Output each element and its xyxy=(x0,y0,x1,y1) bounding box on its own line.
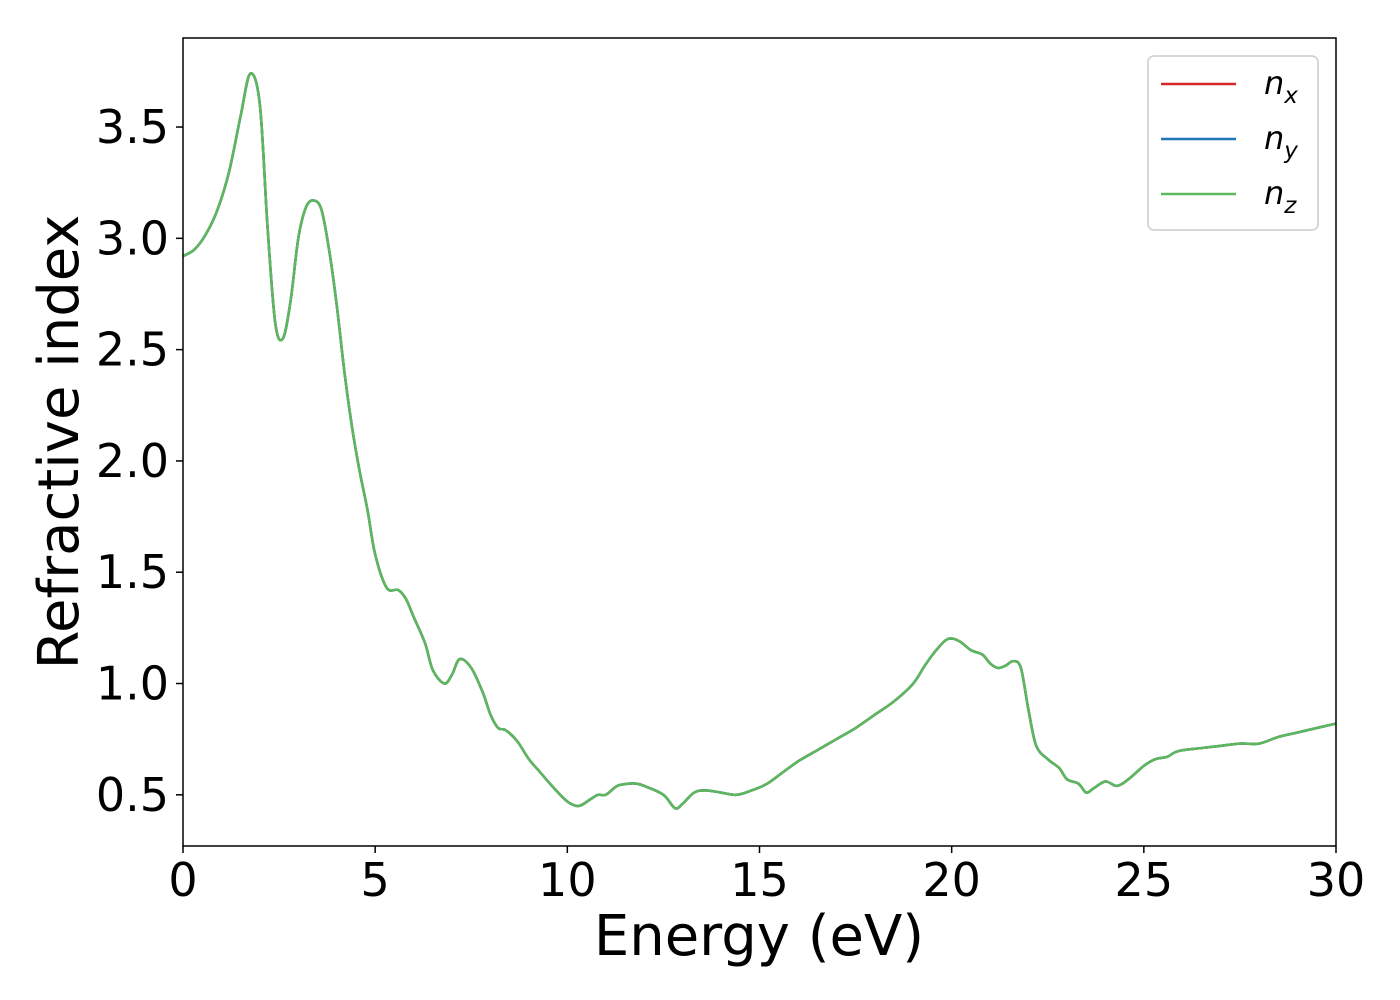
x-tick-label: 30 xyxy=(1307,853,1366,907)
y-tick-label: 3.0 xyxy=(96,211,169,265)
legend-box xyxy=(1147,55,1319,231)
y-tick-label: 2.0 xyxy=(96,434,169,488)
x-tick-label: 15 xyxy=(730,853,789,907)
y-tick-label: 3.5 xyxy=(96,100,169,154)
x-tick-label: 10 xyxy=(538,853,597,907)
y-tick-label: 1.5 xyxy=(96,545,169,599)
series-layer xyxy=(182,72,1337,810)
x-tick-label: 5 xyxy=(361,853,390,907)
y-tick-label: 2.5 xyxy=(96,323,169,377)
x-tick-label: 20 xyxy=(922,853,981,907)
legend-label-z: nz xyxy=(1264,174,1297,219)
series-line-n-z xyxy=(182,72,1337,810)
x-tick-label: 25 xyxy=(1115,853,1174,907)
y-tick-label: 0.5 xyxy=(96,768,169,822)
x-axis-title: Energy (eV) xyxy=(594,904,924,969)
y-tick-label: 1.0 xyxy=(96,657,169,711)
x-tick-label: 0 xyxy=(168,853,197,907)
y-axis-ticks: 0.5 1.0 1.5 2.0 2.5 3.0 3.5 xyxy=(96,100,183,822)
x-axis-ticks: 0 5 10 15 20 25 30 xyxy=(168,846,1365,907)
y-axis-title: Refractive index xyxy=(27,215,92,670)
